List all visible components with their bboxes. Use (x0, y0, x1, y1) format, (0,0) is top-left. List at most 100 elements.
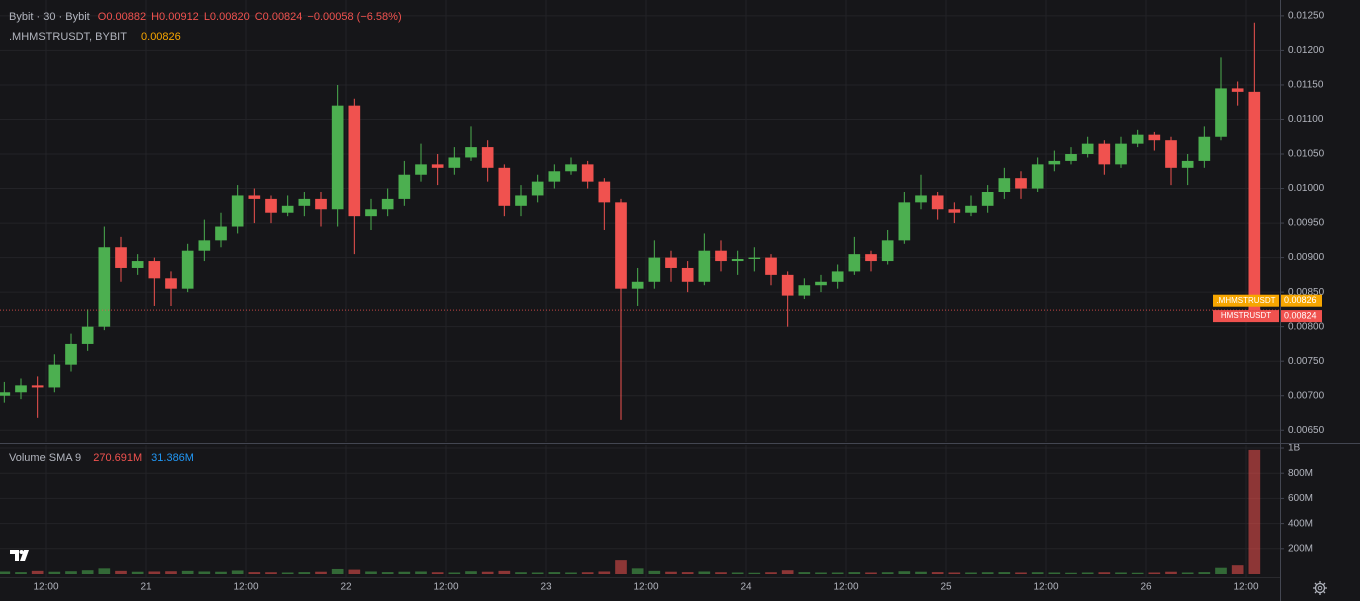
y-tick-label: 0.00650 (1288, 425, 1325, 436)
volume-bar (498, 570, 511, 574)
volume-bar (115, 570, 127, 574)
volume-bar (898, 571, 911, 574)
candle-body (715, 250, 727, 262)
volume-bar (265, 572, 277, 574)
price-value: 0.00826 (1284, 295, 1317, 305)
compare-value: 0.00826 (141, 31, 181, 43)
candle-body (481, 147, 494, 168)
volume-title: Volume SMA 9 (9, 452, 82, 464)
volume-bar (215, 571, 227, 574)
y-tick-label: 0.01000 (1288, 183, 1325, 194)
volume-bar (1165, 571, 1177, 574)
y-tick-label: 0.01050 (1288, 149, 1325, 160)
volume-bar (48, 571, 61, 574)
volume-bar (98, 568, 111, 574)
candle-body (981, 191, 994, 206)
candle-body (198, 240, 211, 251)
volume-bar (848, 572, 861, 574)
volume-bar (348, 569, 361, 574)
candle-body (915, 195, 927, 203)
candle-body (1181, 160, 1194, 168)
volume-bar (1015, 572, 1027, 574)
volume-bar (915, 571, 927, 574)
candle-body (181, 250, 194, 289)
candle-body (1215, 88, 1227, 137)
volume-bar (248, 572, 261, 574)
volume-bar (698, 571, 711, 574)
candle-body (1248, 91, 1261, 311)
y-tick-label: 0.00800 (1288, 321, 1325, 332)
volume-bar (281, 572, 294, 574)
candle-body (748, 257, 761, 259)
volume-bar (165, 571, 177, 574)
volume-bar (998, 572, 1011, 574)
candle-body (1198, 136, 1211, 161)
volume-bar (881, 572, 894, 574)
candle-body (781, 274, 794, 296)
volume-bar (198, 571, 211, 574)
x-tick-label: 12:00 (833, 582, 858, 593)
candle-body (1231, 88, 1244, 92)
y-tick-label: 0.00900 (1288, 252, 1325, 263)
price-value-box (1281, 310, 1322, 323)
candle-body (648, 257, 661, 282)
candle-body (398, 174, 411, 199)
candle-body (515, 195, 527, 206)
volume-bar (231, 570, 244, 574)
volume-bar (0, 571, 11, 574)
candle-body (1098, 143, 1111, 165)
candle-body (298, 198, 311, 206)
volume-bar (1198, 572, 1211, 574)
price-value: 0.00824 (1284, 310, 1317, 320)
candle-body (681, 267, 694, 282)
candle-body (115, 247, 127, 268)
settings-button[interactable] (1312, 580, 1328, 596)
ohlc-value: H0.00912 (151, 11, 199, 23)
candle-body (48, 364, 61, 388)
candle-body (581, 164, 594, 182)
volume-bar (465, 571, 477, 574)
volume-bar (1131, 572, 1144, 574)
volume-bar (315, 571, 327, 574)
tv-logo[interactable] (10, 548, 32, 564)
volume-bar (1215, 567, 1227, 574)
candle-body (365, 209, 377, 217)
volume-bar (648, 570, 661, 574)
candle-body (665, 257, 677, 268)
volume-bar (781, 570, 794, 574)
candle-body (498, 167, 511, 206)
volume-bar (1098, 572, 1111, 574)
y-tick-label: 0.01150 (1288, 80, 1324, 91)
volume-bar (1115, 572, 1127, 574)
x-tick-label: 12:00 (633, 582, 658, 593)
candle-body (348, 105, 361, 217)
candle-body (765, 257, 777, 275)
x-tick-label: 12:00 (1033, 582, 1058, 593)
volume-bar (948, 572, 961, 574)
volume-bar (865, 572, 877, 574)
candle-body (898, 202, 911, 241)
candle-body (248, 195, 261, 199)
volume-bar (548, 572, 561, 574)
candle-body (381, 198, 394, 210)
volume-bar (665, 571, 677, 574)
volume-bar (1081, 572, 1094, 574)
volume-bar (81, 570, 94, 574)
candle-body (148, 261, 161, 279)
volume-bar (398, 571, 411, 574)
candle-body (598, 181, 611, 203)
x-tick-label: 26 (1140, 582, 1152, 593)
volume-bar (365, 571, 377, 574)
candle-body (1081, 143, 1094, 155)
volume-bar (448, 572, 461, 574)
volume-bar (981, 572, 994, 574)
volume-bar (815, 572, 827, 574)
volume-bar (748, 572, 761, 574)
volume-bar (415, 571, 427, 574)
candle-body (1048, 160, 1061, 165)
y-tick-label: 800M (1288, 468, 1313, 479)
candle-body (848, 254, 861, 272)
candle-body (131, 261, 144, 268)
y-tick-label: 1B (1288, 443, 1301, 454)
